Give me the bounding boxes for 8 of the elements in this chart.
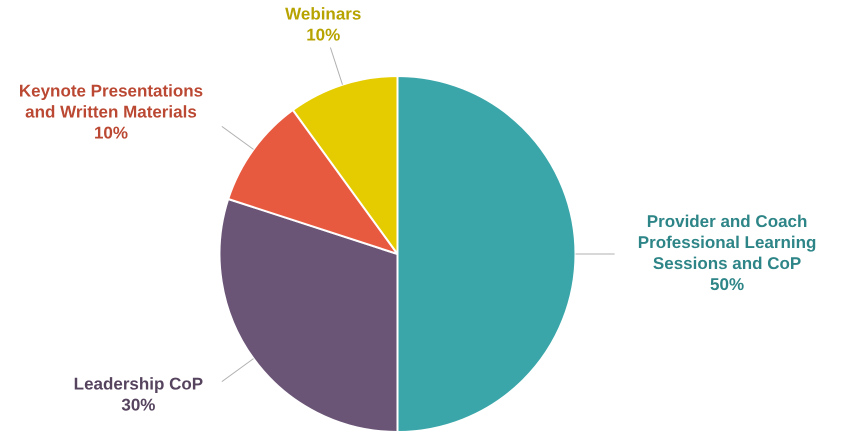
data-label: 10% [306, 26, 340, 45]
data-label: 10% [94, 123, 128, 142]
data-label: 50% [710, 275, 744, 294]
slice-label: Leadership CoP [74, 374, 204, 394]
data-label: 30% [121, 395, 156, 414]
slice-label: Provider and Coach Professional Learning Sessions and CoP [638, 212, 816, 274]
slice-label: Webinars [285, 4, 362, 24]
slice-label: Keynote Presentations and Written Materials [18, 81, 204, 122]
